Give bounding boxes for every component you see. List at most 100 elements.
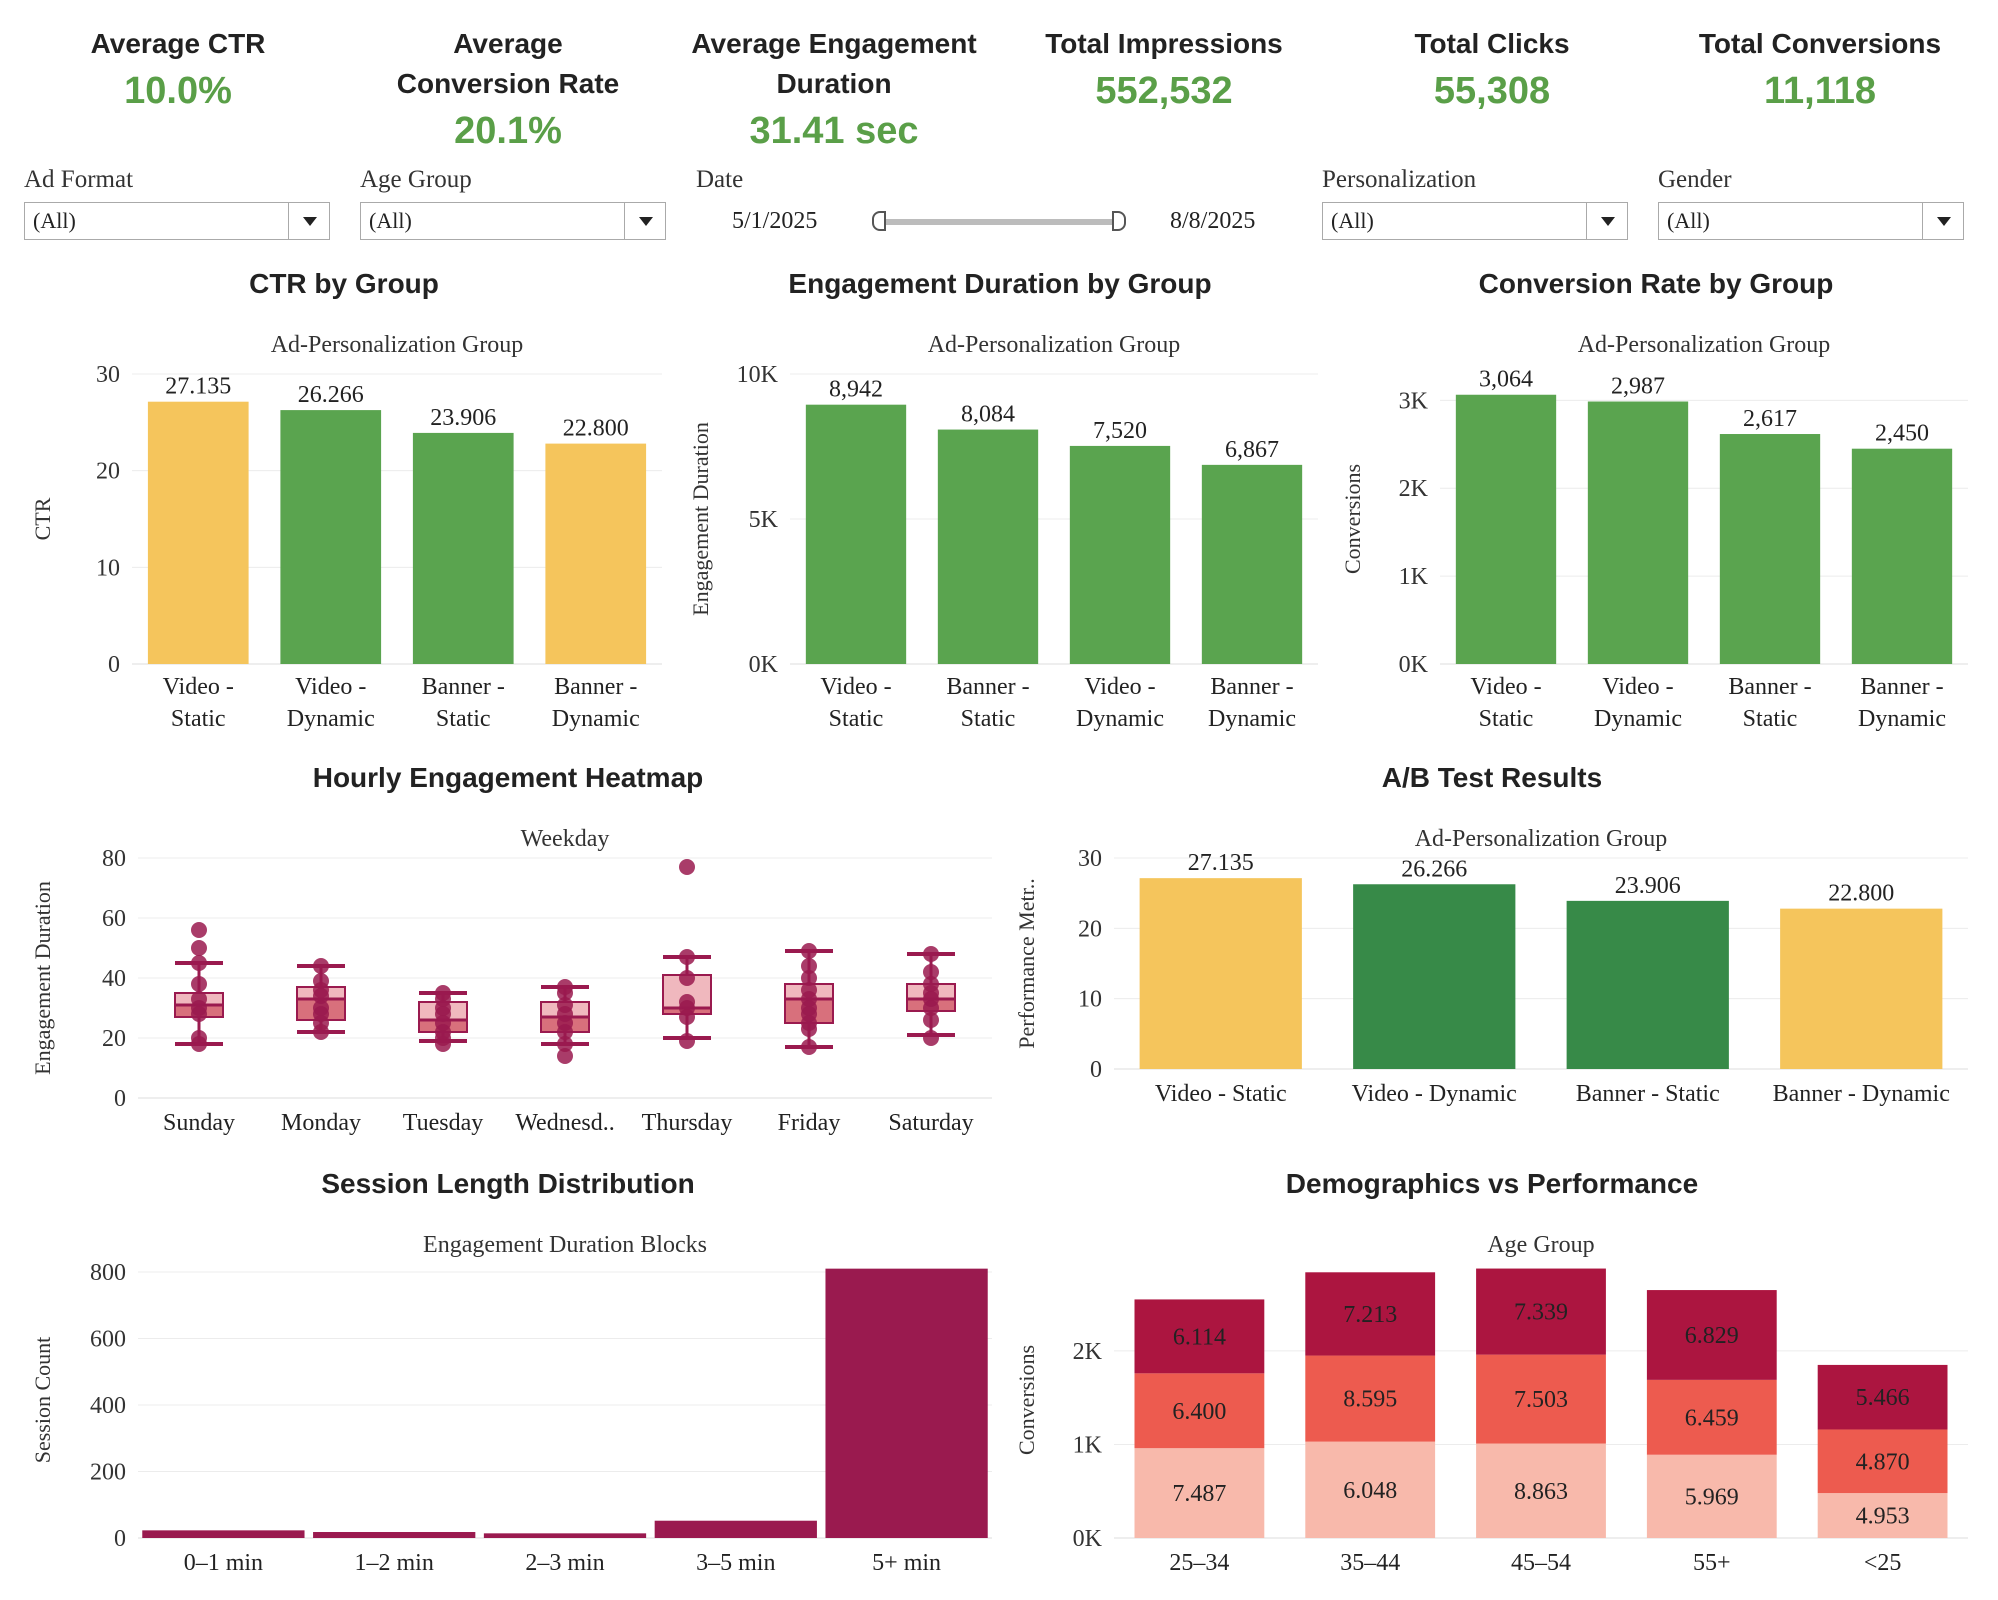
x-tick-label: <25 [1864,1550,1902,1576]
kpi-title: Average Conversion Rate [396,28,620,99]
data-label: 23.906 [430,405,496,431]
kpi-title: Total Impressions [1045,28,1283,59]
x-tick-label: 1–2 min [355,1550,434,1576]
dropdown-value: (All) [33,208,76,233]
data-label: 6,867 [1225,437,1279,463]
age-group-dropdown[interactable]: (All) [360,202,666,240]
chart-header: Ad-Personalization Group [1578,332,1831,358]
gender-dropdown[interactable]: (All) [1658,202,1964,240]
bar [483,1533,647,1538]
data-point [313,958,329,974]
x-tick-label: Static [961,706,1016,732]
x-tick-label: Dynamic [1208,706,1296,732]
x-tick-label: Static [171,706,226,732]
data-point [801,1039,817,1055]
filter-ad-format: Ad Format (All) [24,166,330,240]
x-tick-label: Banner - [1860,674,1943,700]
data-point [191,991,207,1007]
x-tick-label: 45–54 [1511,1550,1571,1576]
stacked-bar-segment [1817,1493,1948,1538]
x-tick-label: Video - [1084,674,1155,700]
x-tick-label: Banner - [1210,674,1293,700]
dropdown-value: (All) [1667,208,1710,233]
chart-header: Engagement Duration Blocks [423,1232,707,1258]
y-axis-label: Conversions [1340,464,1365,574]
data-point [923,1012,939,1028]
data-point [679,994,695,1010]
bar [142,1530,305,1538]
data-label: 2,450 [1875,421,1929,447]
bar [412,432,514,664]
segment-label: 6.114 [1173,1324,1226,1350]
x-tick-label: Dynamic [552,706,640,732]
data-point [801,982,817,998]
y-tick-label: 1K [1399,564,1429,590]
data-label: 27.135 [1188,850,1254,876]
data-point [679,949,695,965]
data-point [191,1030,207,1046]
data-point [923,1030,939,1046]
bar [1566,900,1729,1069]
data-label: 7,520 [1093,418,1147,444]
x-tick-label: Video - [295,674,366,700]
kpi-average-ctr: Average CTR 10.0% [28,24,328,113]
x-tick-label: Dynamic [1076,706,1164,732]
stacked-bar-segment [1646,1290,1777,1380]
chart-header: Age Group [1487,1232,1594,1258]
x-tick-label: 5+ min [872,1550,941,1576]
chevron-down-icon[interactable] [1922,203,1963,239]
date-slider-start-handle[interactable] [872,211,886,231]
data-point [191,976,207,992]
x-tick-label: Dynamic [1858,706,1946,732]
x-tick-label: Static [1743,706,1798,732]
date-end: 8/8/2025 [1170,208,1256,234]
chevron-down-icon[interactable] [288,203,329,239]
date-start: 5/1/2025 [732,208,818,234]
x-tick-label: Video - Static [1155,1081,1287,1107]
kpi-value: 552,532 [1095,70,1233,112]
data-point [801,943,817,959]
y-tick-label: 2K [1399,476,1429,502]
x-tick-label: Video - [163,674,234,700]
personalization-dropdown[interactable]: (All) [1322,202,1628,240]
bar [1719,434,1821,664]
kpi-value: 55,308 [1433,70,1551,112]
data-label: 23.906 [1615,873,1681,899]
filter-gender: Gender (All) [1658,166,1964,240]
x-tick-label: 2–3 min [525,1550,604,1576]
kpi-average-engagement-duration: Average Engagement Duration 31.41 sec [684,24,984,153]
filter-personalization: Personalization (All) [1322,166,1628,240]
y-tick-label: 0 [114,1526,126,1552]
x-tick-label: Saturday [888,1110,973,1136]
y-tick-label: 3K [1399,388,1429,414]
y-tick-label: 40 [102,966,126,992]
y-tick-label: 800 [90,1260,126,1286]
y-tick-label: 1K [1073,1432,1103,1458]
bar [1851,448,1953,664]
y-tick-label: 0 [1090,1057,1102,1083]
data-point [557,997,573,1013]
date-slider-end-handle[interactable] [1112,211,1126,231]
y-tick-label: 0K [749,652,779,678]
chart-header: Ad-Personalization Group [271,332,524,358]
data-point [679,859,695,875]
chevron-down-icon[interactable] [624,203,665,239]
x-tick-label: Tuesday [403,1110,483,1136]
filter-label: Personalization [1322,166,1477,193]
stacked-bar-segment [1817,1364,1948,1430]
demo-chart-title: Demographics vs Performance [1285,1168,1699,1199]
bar [805,404,907,664]
data-label: 8,084 [961,402,1015,428]
data-label: 2,617 [1743,406,1797,432]
data-label: 3,064 [1479,367,1533,393]
x-tick-label: Static [1479,706,1534,732]
y-tick-label: 600 [90,1326,126,1352]
y-tick-label: 60 [102,906,126,932]
chevron-down-icon[interactable] [1586,203,1627,239]
y-axis-label: Conversions [1014,1345,1039,1455]
bar [1201,464,1303,664]
y-tick-label: 0K [1073,1526,1103,1552]
ad-format-dropdown[interactable]: (All) [24,202,330,240]
kpi-value: 31.41 sec [749,110,919,152]
date-slider-track[interactable] [880,219,1120,225]
